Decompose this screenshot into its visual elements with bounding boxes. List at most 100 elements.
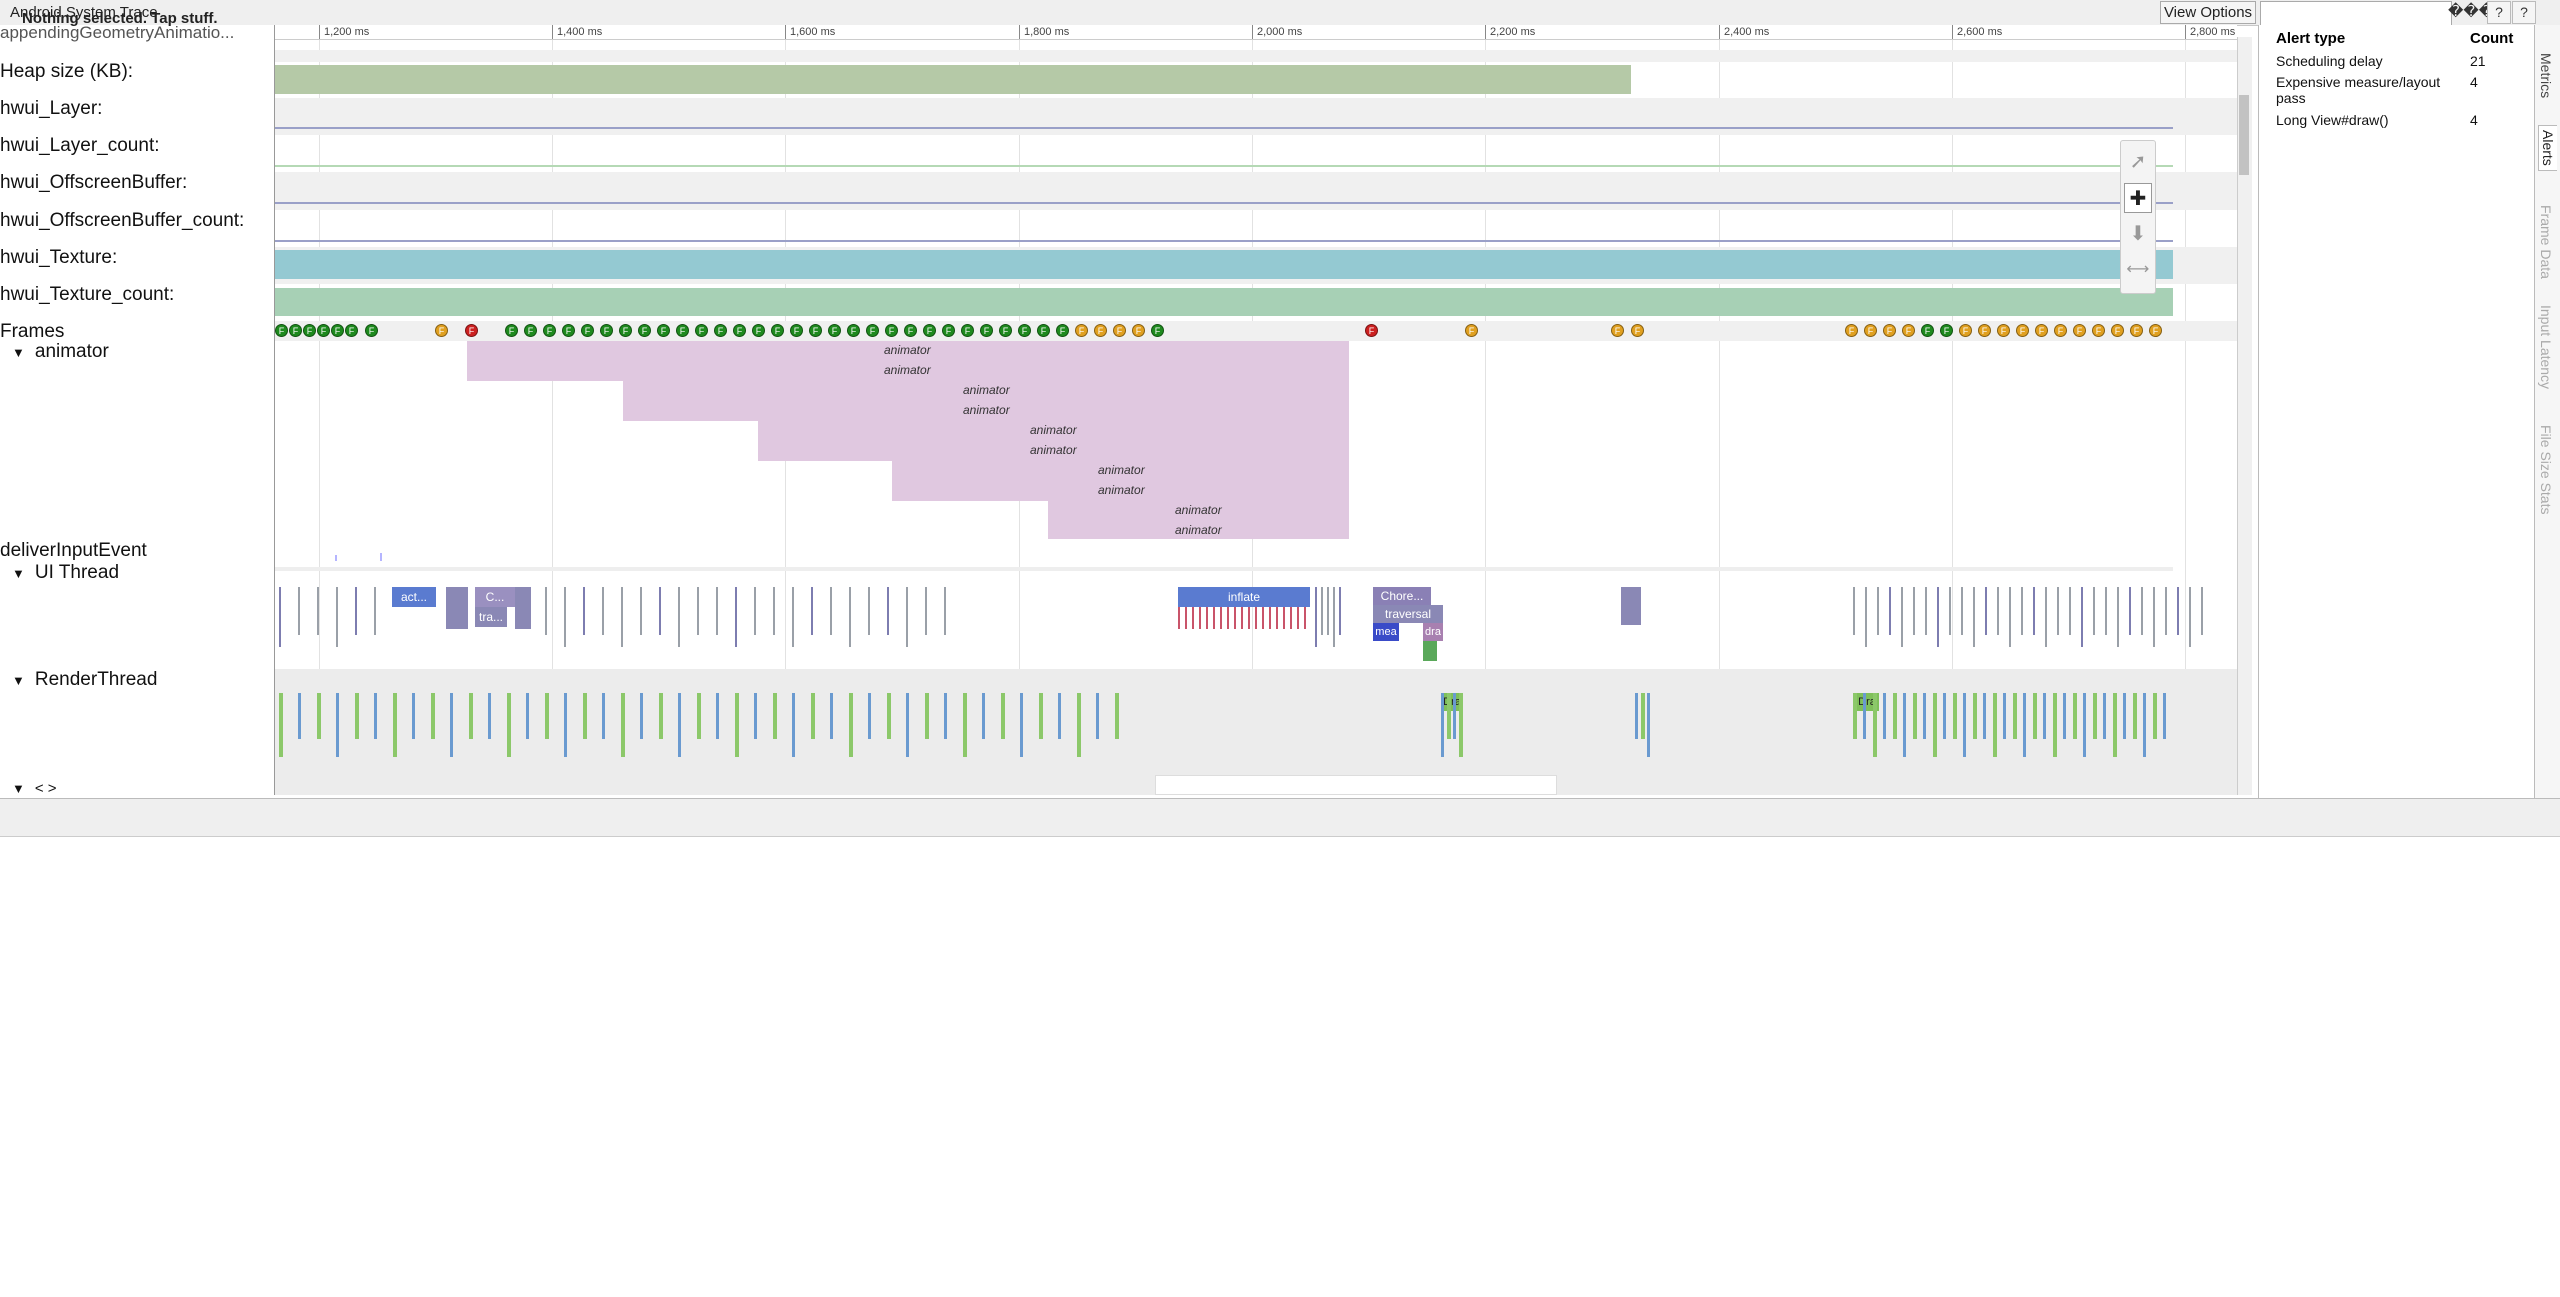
frame-marker[interactable]: F — [923, 324, 936, 337]
render-thread-slice[interactable] — [1893, 693, 1897, 739]
ui-thread-slice[interactable] — [2045, 587, 2047, 647]
ui-thread-slice[interactable] — [2141, 587, 2143, 635]
ui-slice[interactable] — [1423, 641, 1437, 661]
render-thread-slice[interactable] — [2163, 693, 2166, 739]
ui-thread-slice[interactable] — [1985, 587, 1987, 635]
ui-thread-slice[interactable] — [2057, 587, 2059, 635]
tab-alerts[interactable]: Alerts — [2538, 125, 2557, 171]
ui-thread-slice[interactable] — [792, 587, 794, 647]
ui-slice-traversal[interactable]: traversal — [1373, 605, 1443, 623]
frame-marker[interactable]: F — [1902, 324, 1915, 337]
render-thread-slice[interactable] — [773, 693, 777, 739]
render-thread-slice[interactable] — [1058, 693, 1061, 739]
render-thread-slice[interactable] — [393, 693, 397, 757]
render-thread-slice[interactable] — [1953, 693, 1957, 739]
expand-triangle-icon[interactable]: ▼ — [12, 673, 25, 688]
render-thread-slice[interactable] — [716, 693, 719, 739]
ui-thread-slice[interactable] — [564, 587, 566, 647]
alert-row-type[interactable]: Scheduling delay — [2276, 53, 2383, 69]
ui-slice-inflate[interactable]: inflate — [1178, 587, 1310, 607]
ui-slice-measure[interactable]: mea — [1373, 623, 1399, 641]
render-thread-slice[interactable] — [1943, 693, 1946, 739]
render-thread-slice[interactable] — [1973, 693, 1977, 739]
render-thread-slice[interactable] — [982, 693, 985, 739]
timing-mode-icon[interactable]: ⟷ — [2126, 261, 2150, 278]
render-thread-slice[interactable] — [1903, 693, 1906, 757]
render-thread-slice[interactable] — [1647, 693, 1650, 757]
zoom-mode-icon[interactable]: ⬇ — [2129, 223, 2147, 245]
render-thread-slice[interactable] — [2133, 693, 2137, 739]
ui-slice-c[interactable]: C... — [475, 587, 515, 607]
ui-thread-slice[interactable] — [1333, 587, 1335, 647]
frame-marker[interactable]: F — [2035, 324, 2048, 337]
frame-marker[interactable]: F — [2111, 324, 2124, 337]
track-label-more[interactable]: ▼ < > — [12, 780, 57, 797]
frame-marker[interactable]: F — [505, 324, 518, 337]
tab-input-latency[interactable]: Input Latency — [2538, 305, 2554, 390]
render-thread-slice[interactable] — [2103, 693, 2106, 739]
frame-marker[interactable]: F — [2092, 324, 2105, 337]
ui-thread-slice[interactable] — [659, 587, 661, 635]
render-thread-slice[interactable] — [545, 693, 549, 739]
frame-marker[interactable]: F — [1883, 324, 1896, 337]
render-thread-slice[interactable] — [735, 693, 739, 757]
alert-row-type[interactable]: Long View#draw() — [2276, 112, 2389, 128]
render-thread-slice[interactable] — [355, 693, 359, 739]
frame-marker[interactable]: F — [1465, 324, 1478, 337]
ui-thread-slice[interactable] — [811, 587, 813, 635]
ui-thread-slice[interactable] — [944, 587, 946, 635]
expand-triangle-icon[interactable]: ▼ — [12, 566, 25, 581]
render-thread-slice[interactable] — [1447, 693, 1451, 739]
frame-marker[interactable]: F — [676, 324, 689, 337]
ui-thread-slice[interactable] — [1321, 587, 1323, 635]
ui-thread-slice[interactable] — [2021, 587, 2023, 635]
frame-marker[interactable]: F — [809, 324, 822, 337]
render-thread-slice[interactable] — [431, 693, 435, 739]
ui-thread-slice[interactable] — [1889, 587, 1891, 635]
frame-marker[interactable]: F — [714, 324, 727, 337]
ui-thread-slice[interactable] — [355, 587, 357, 635]
alert-row-type[interactable]: Expensive measure/layout pass — [2276, 74, 2441, 106]
render-thread-slice[interactable] — [1853, 693, 1857, 739]
render-thread-slice[interactable] — [2153, 693, 2157, 739]
frame-marker[interactable]: F — [980, 324, 993, 337]
ui-thread-slice[interactable] — [2165, 587, 2167, 635]
frame-marker[interactable]: F — [752, 324, 765, 337]
ui-thread-slice[interactable] — [317, 587, 319, 635]
render-thread-slice[interactable] — [906, 693, 909, 757]
frame-marker[interactable]: F — [1997, 324, 2010, 337]
render-thread-slice[interactable] — [678, 693, 681, 757]
ui-thread-slice[interactable] — [621, 587, 623, 647]
render-thread-slice[interactable] — [2143, 693, 2146, 757]
ui-slice-choreographer[interactable]: Chore... — [1373, 587, 1431, 605]
pan-mode-icon[interactable]: ✚ — [2124, 183, 2152, 213]
ui-thread-slice[interactable] — [1865, 587, 1867, 647]
render-thread-slice[interactable] — [1459, 693, 1463, 757]
frame-marker[interactable]: F — [2130, 324, 2143, 337]
render-thread-slice[interactable] — [1923, 693, 1926, 739]
ui-slice-act[interactable]: act... — [392, 587, 436, 607]
render-thread-slice[interactable] — [469, 693, 473, 739]
ui-thread-slice[interactable] — [773, 587, 775, 635]
frame-marker[interactable]: F — [771, 324, 784, 337]
frame-marker[interactable]: F — [1094, 324, 1107, 337]
render-thread-slice[interactable] — [697, 693, 701, 739]
render-thread-slice[interactable] — [2123, 693, 2126, 739]
ui-thread-slice[interactable] — [887, 587, 889, 635]
frame-marker[interactable]: F — [2073, 324, 2086, 337]
frame-marker[interactable]: F — [562, 324, 575, 337]
view-options-button[interactable]: View Options — [2160, 1, 2256, 24]
frame-marker[interactable]: F — [600, 324, 613, 337]
ui-thread-slice[interactable] — [545, 587, 547, 635]
render-thread-slice[interactable] — [2113, 693, 2117, 757]
ui-thread-slice[interactable] — [1339, 587, 1341, 635]
render-thread-slice[interactable] — [2013, 693, 2017, 739]
ui-thread-slice[interactable] — [2189, 587, 2191, 647]
render-thread-slice[interactable] — [1933, 693, 1937, 757]
render-thread-slice[interactable] — [488, 693, 491, 739]
render-thread-slice[interactable] — [317, 693, 321, 739]
frame-marker[interactable]: F — [961, 324, 974, 337]
frame-marker[interactable]: F — [1864, 324, 1877, 337]
ui-thread-slice[interactable] — [1997, 587, 1999, 635]
